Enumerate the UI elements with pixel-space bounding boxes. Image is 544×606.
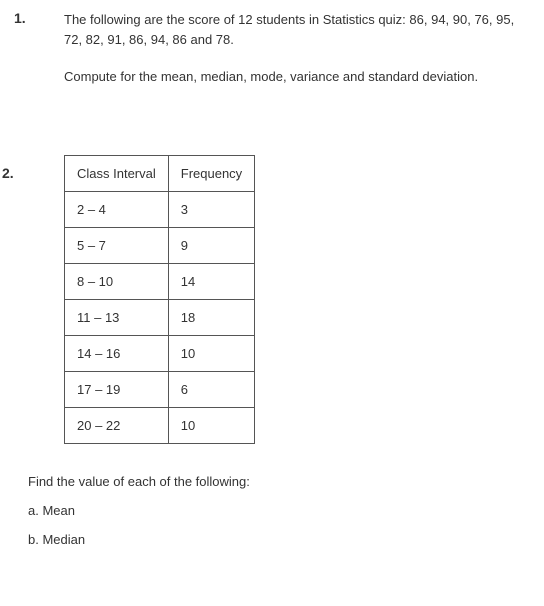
table-row: 17 – 19 6: [65, 371, 255, 407]
table-header-row: Class Interval Frequency: [65, 155, 255, 191]
table-row: 8 – 10 14: [65, 263, 255, 299]
frequency-table: Class Interval Frequency 2 – 4 3 5 – 7 9…: [64, 155, 255, 444]
part-a: a. Mean: [28, 503, 544, 518]
question-1: 1. The following are the score of 12 stu…: [0, 10, 544, 105]
cell-interval: 17 – 19: [65, 371, 169, 407]
question-prompt: Find the value of each of the following:: [28, 474, 544, 489]
table-row: 14 – 16 10: [65, 335, 255, 371]
cell-freq: 10: [168, 407, 254, 443]
table-body: 2 – 4 3 5 – 7 9 8 – 10 14 11 – 13 18: [65, 191, 255, 443]
table-row: 20 – 22 10: [65, 407, 255, 443]
cell-freq: 18: [168, 299, 254, 335]
cell-freq: 14: [168, 263, 254, 299]
cell-interval: 11 – 13: [65, 299, 169, 335]
table-row: 2 – 4 3: [65, 191, 255, 227]
question-text-line1: The following are the score of 12 studen…: [64, 10, 534, 49]
question-2: 2. Class Interval Frequency 2 – 4 3 5 – …: [0, 155, 544, 474]
cell-freq: 3: [168, 191, 254, 227]
header-frequency: Frequency: [168, 155, 254, 191]
cell-interval: 5 – 7: [65, 227, 169, 263]
question-number: 1.: [0, 10, 64, 105]
cell-interval: 2 – 4: [65, 191, 169, 227]
cell-interval: 20 – 22: [65, 407, 169, 443]
table-row: 11 – 13 18: [65, 299, 255, 335]
cell-freq: 9: [168, 227, 254, 263]
table-row: 5 – 7 9: [65, 227, 255, 263]
cell-interval: 14 – 16: [65, 335, 169, 371]
question-body: The following are the score of 12 studen…: [64, 10, 544, 105]
header-class-interval: Class Interval: [65, 155, 169, 191]
question-2-tail: Find the value of each of the following:…: [0, 474, 544, 547]
question-body: Class Interval Frequency 2 – 4 3 5 – 7 9…: [52, 155, 544, 474]
question-text-line2: Compute for the mean, median, mode, vari…: [64, 67, 534, 87]
cell-freq: 10: [168, 335, 254, 371]
cell-freq: 6: [168, 371, 254, 407]
part-b: b. Median: [28, 532, 544, 547]
page-content: 1. The following are the score of 12 stu…: [0, 0, 544, 581]
cell-interval: 8 – 10: [65, 263, 169, 299]
question-number: 2.: [0, 155, 52, 474]
